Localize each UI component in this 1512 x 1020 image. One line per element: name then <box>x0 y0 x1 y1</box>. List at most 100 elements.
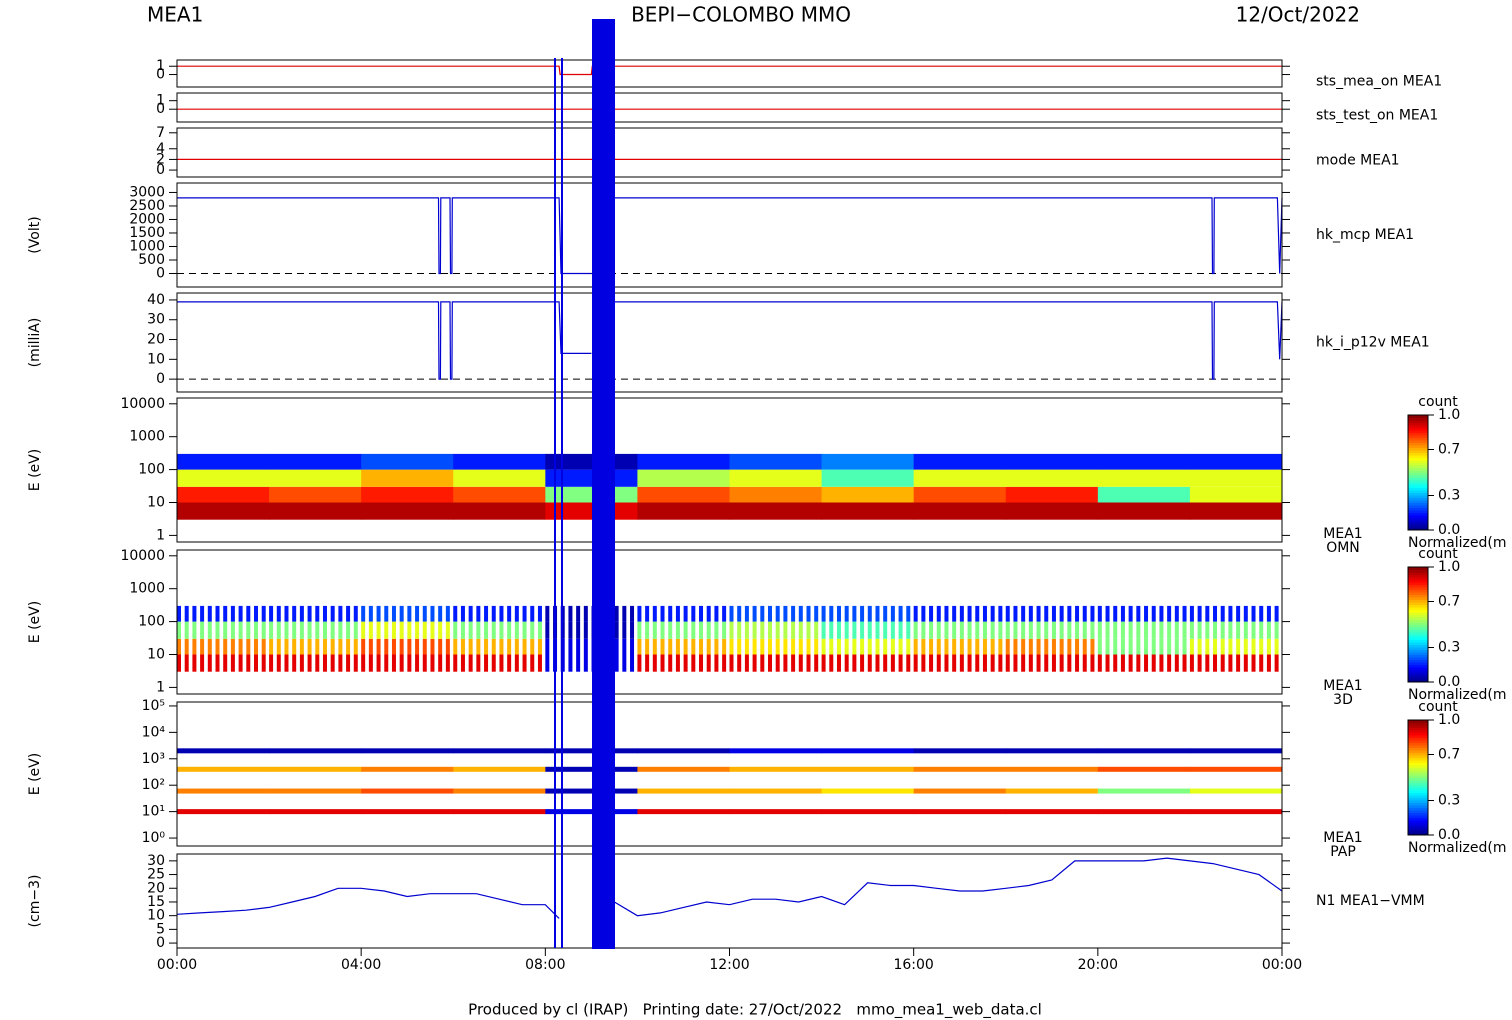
heatmap-cell <box>791 605 796 622</box>
heatmap-cell <box>821 486 915 503</box>
heatmap-cell <box>783 605 788 622</box>
heatmap-cell <box>338 621 343 639</box>
data-line <box>177 301 1283 380</box>
band-cell <box>729 748 823 754</box>
heatmap-cell <box>737 605 742 622</box>
heatmap-cell <box>990 605 995 622</box>
colorbar-step <box>1408 674 1428 678</box>
colorbar-step <box>1408 589 1428 593</box>
heatmap-cell <box>622 654 627 672</box>
y-tick-label: 0 <box>156 935 165 951</box>
right-label: sts_test_on MEA1 <box>1316 108 1438 124</box>
band-cell <box>913 766 1007 772</box>
x-tick-label: 08:00 <box>525 957 565 973</box>
heatmap-cell <box>346 621 351 639</box>
heatmap-cell <box>1144 638 1149 655</box>
colorbar-tick-label: 0.0 <box>1438 827 1460 843</box>
colorbar-step <box>1408 727 1428 731</box>
heatmap-cell <box>223 654 228 672</box>
band-cell <box>545 788 638 794</box>
heatmap-cell <box>522 638 527 655</box>
heatmap-cell <box>261 621 266 639</box>
x-tick-label: 16:00 <box>893 957 933 973</box>
heatmap-cell <box>1174 638 1179 655</box>
heatmap-cell <box>261 638 266 655</box>
heatmap-cell <box>737 621 742 639</box>
heatmap-cell <box>944 621 949 639</box>
heatmap-cell <box>637 654 642 672</box>
heatmap-cell <box>944 638 949 655</box>
heatmap-cell <box>1243 605 1248 622</box>
colorbar-step <box>1408 584 1428 588</box>
y-axis-label: E (eV) <box>27 601 43 643</box>
heatmap-cell <box>1174 605 1179 622</box>
colorbar-step <box>1408 432 1428 436</box>
colorbar-step <box>1408 822 1428 826</box>
heatmap-cell <box>1082 621 1087 639</box>
heatmap-cell <box>322 621 327 639</box>
panel-frame <box>176 397 1283 543</box>
heatmap-cell <box>177 469 270 487</box>
heatmap-cell <box>1189 453 1283 470</box>
heatmap-cell <box>783 621 788 639</box>
y-tick-label: 0 <box>156 67 165 83</box>
colorbar-step <box>1408 527 1428 531</box>
heatmap-cell <box>1075 654 1080 672</box>
heatmap-cell <box>307 605 312 622</box>
heatmap-cell <box>1075 605 1080 622</box>
colorbar-step <box>1408 732 1428 736</box>
heatmap-cell <box>491 605 496 622</box>
colorbar-step <box>1408 654 1428 658</box>
colorbar-step <box>1408 604 1428 608</box>
heatmap-cell <box>668 654 673 672</box>
band-cell <box>269 766 362 772</box>
heatmap-cell <box>568 621 573 639</box>
colorbar-step <box>1408 677 1428 680</box>
y-tick-label: 25 <box>147 867 165 883</box>
heatmap-cell <box>269 502 362 520</box>
heatmap-cell <box>798 621 803 639</box>
band-cell <box>177 748 270 754</box>
x-tick-label: 12:00 <box>709 957 749 973</box>
heatmap-cell <box>1051 654 1056 672</box>
heatmap-cell <box>353 605 358 622</box>
heatmap-cell <box>530 654 535 672</box>
colorbar-step <box>1408 617 1428 620</box>
heatmap-cell <box>1028 621 1033 639</box>
colorbar-step <box>1408 422 1428 426</box>
heatmap-cell <box>330 654 335 672</box>
heatmap-cell <box>307 621 312 639</box>
heatmap-cell <box>315 654 320 672</box>
heatmap-cell <box>683 654 688 672</box>
y-tick-label: 10000 <box>120 548 165 564</box>
heatmap-cell <box>583 654 588 672</box>
heatmap-cell <box>1067 654 1072 672</box>
y-tick-label: 30 <box>147 312 165 328</box>
colorbar-step <box>1408 632 1428 635</box>
panel-frame <box>176 292 1283 393</box>
colorbar-step <box>1408 802 1428 806</box>
heatmap-cell <box>545 486 638 503</box>
heatmap-cell <box>322 638 327 655</box>
heatmap-cell <box>852 638 857 655</box>
heatmap-cell <box>929 605 934 622</box>
colorbar-step <box>1408 567 1428 570</box>
heatmap-cell <box>276 638 281 655</box>
heatmap-cell <box>645 654 650 672</box>
band-cell <box>453 766 546 772</box>
heatmap-cell <box>1059 638 1064 655</box>
heatmap-cell <box>583 621 588 639</box>
y-tick-label: 10² <box>142 777 165 793</box>
heatmap-cell <box>545 469 638 487</box>
heatmap-cell <box>744 654 749 672</box>
heatmap-cell <box>706 638 711 655</box>
heatmap-cell <box>453 621 458 639</box>
heatmap-cell <box>184 638 189 655</box>
heatmap-cell <box>376 605 381 622</box>
heatmap-cell <box>1266 621 1271 639</box>
heatmap-cell <box>660 638 665 655</box>
heatmap-cell <box>445 621 450 639</box>
colorbar-step <box>1408 642 1428 645</box>
colorbar-step <box>1408 487 1428 491</box>
